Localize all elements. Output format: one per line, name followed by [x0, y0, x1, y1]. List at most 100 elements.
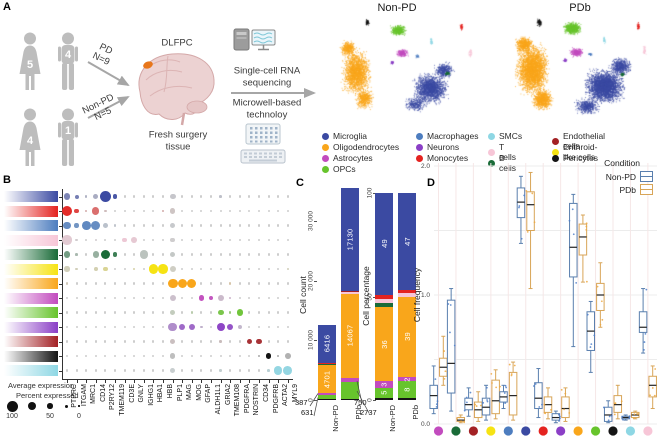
gene-tick [67, 379, 68, 383]
stacked-bar-Non-PD: 5 3 36 49 [375, 193, 393, 400]
dotplot-dot [63, 251, 71, 258]
dotplot-dot [123, 195, 126, 198]
dotplot-dot [74, 208, 79, 214]
dotplot-dot [267, 238, 270, 242]
dotplot-dot [277, 238, 280, 242]
panel-c-label: C [296, 177, 304, 189]
dotplot-dot [75, 311, 78, 314]
male-pd-count: 4 [65, 49, 72, 61]
jitter-point [651, 387, 654, 389]
dotplot-dot [267, 267, 270, 271]
jitter-point [572, 233, 575, 236]
dotplot-dot [283, 366, 293, 375]
jitter-point [571, 208, 574, 211]
jitter-point [643, 348, 645, 351]
dotplot-dot [133, 253, 136, 256]
dotplot-dot [64, 266, 70, 272]
dotplot-dot [228, 311, 232, 314]
dotplot-dot [257, 296, 261, 300]
jitter-point [520, 237, 523, 240]
dotplot-dot [286, 253, 289, 256]
jitter-point [449, 304, 452, 306]
dotplot-dot [152, 340, 155, 343]
dotplot-dot [267, 369, 270, 372]
dotplot-dot [248, 296, 251, 300]
dotplot-dot [112, 252, 118, 257]
dotplot-dot [85, 253, 88, 256]
dotplot-dot [286, 224, 289, 227]
dotplot-dot [161, 311, 165, 314]
dotplot-dot [257, 354, 261, 358]
dotplot-dot [257, 282, 261, 285]
dotplot-dot [219, 369, 222, 372]
dotplot-dot [133, 224, 136, 227]
dotplot-dot [104, 369, 107, 372]
box-non-endothelial [464, 397, 473, 411]
jitter-point [589, 346, 592, 348]
size-legend-value: 100 [6, 413, 18, 420]
jitter-point [596, 285, 599, 288]
bar-segment-pericytes [398, 397, 416, 400]
stacked-bar-PDb: 8 2 39 47 [398, 193, 416, 400]
endothelial-legend-label: Endothelial cells [563, 131, 606, 151]
opcs-legend-label: OPCs [333, 164, 356, 174]
x-axis-dot-erythroid [486, 426, 496, 436]
dotplot-dot [158, 264, 168, 274]
y-tick-label: 0.0 [421, 421, 430, 428]
dotplot-dot [103, 266, 108, 272]
dotplot-dot [94, 325, 97, 329]
dotplot-dot [169, 193, 176, 200]
dotplot-dot [217, 309, 224, 316]
brain-stem [180, 112, 186, 126]
dotplot-dot [190, 267, 193, 271]
jitter-point [463, 421, 466, 424]
jitter-point [531, 192, 534, 195]
dotplot-dot [248, 238, 251, 242]
expression-gradient-bar-pericytes [4, 350, 58, 362]
dotplot-dot [200, 325, 203, 329]
dotplot-dot [209, 209, 213, 213]
dotplot-dot [209, 369, 213, 372]
dotplot-dot [113, 267, 117, 271]
dotplot-dot [181, 311, 184, 314]
dotplot-dot [123, 253, 126, 256]
dotplot-dot [257, 267, 261, 271]
dotplot-dot [161, 296, 165, 300]
dotplot-dot [142, 311, 145, 314]
dotplot-legend-avg-label: Average expression [8, 381, 75, 390]
dotplot-dot [112, 194, 118, 199]
jitter-point [523, 194, 526, 197]
dotplot-dot [85, 325, 88, 329]
gene-tick [191, 379, 193, 383]
dotplot-dot [267, 282, 270, 285]
dotplot-dot [152, 238, 155, 242]
jitter-point [499, 385, 501, 388]
male-pd-icon: 4 [58, 32, 78, 90]
dotplot-dot [142, 209, 145, 213]
dotplot-dot [75, 282, 78, 285]
dotplot-dot [277, 282, 280, 285]
dotplot-dot [277, 267, 280, 271]
female-nonpd-icon: 4 [19, 108, 41, 166]
dotplot-dot [123, 267, 126, 271]
sequencer-icon [233, 28, 250, 51]
jitter-point [585, 228, 588, 231]
dotplot-dot [227, 324, 234, 330]
row-tick [58, 283, 62, 285]
dotplot-dot [179, 324, 186, 330]
dotplot-dot [133, 325, 136, 329]
dotplot-dot [161, 354, 165, 358]
bar-segment-monocytes [375, 294, 393, 299]
dotplot-dot [142, 325, 145, 329]
bar-segment-microglia: 47 [398, 193, 416, 291]
dotplot-dot [170, 353, 176, 359]
axis-tick-mark [373, 296, 376, 298]
dotplot-dot [113, 311, 117, 314]
row-tick [58, 356, 62, 357]
dotplot-dot [209, 195, 213, 198]
gene-tick [220, 379, 222, 383]
dotplot-dot [152, 325, 155, 329]
dotplot-dot [187, 278, 197, 288]
dotplot-dot [190, 209, 193, 213]
dotplot-dot [122, 237, 127, 243]
